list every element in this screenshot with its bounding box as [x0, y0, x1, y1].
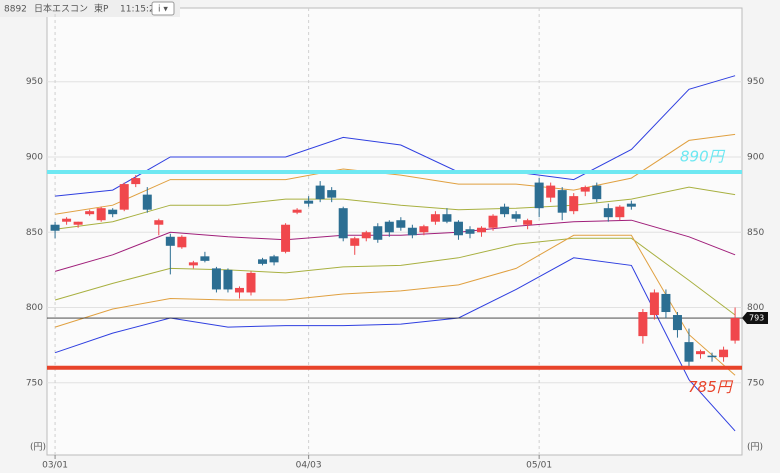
candle-body [188, 262, 198, 266]
candle-body [315, 185, 325, 200]
y-unit-right: (円) [747, 442, 763, 453]
candle-body [384, 221, 394, 233]
stock-code: 8892 [4, 5, 27, 15]
candle-body [696, 351, 706, 355]
stock-name: 日本エスコン [34, 3, 88, 15]
candle-body [281, 224, 291, 252]
bollinger-band [54, 219, 736, 272]
y-tick-label: 950 [26, 77, 43, 87]
candle-body [719, 349, 729, 358]
x-tick-label: 04/03 [296, 461, 322, 471]
bollinger-band [54, 234, 736, 376]
candle-body [50, 224, 60, 231]
candle-body [211, 268, 221, 290]
candle-body [580, 187, 590, 192]
menu-button[interactable] [151, 1, 175, 16]
y-tick-label: 800 [747, 303, 764, 313]
annotation: 785円 [688, 378, 734, 396]
candle-body [292, 209, 302, 213]
candle-body [246, 272, 256, 293]
candle-body [730, 318, 740, 341]
y-tick-label: 750 [747, 378, 764, 388]
candle-body [592, 185, 602, 200]
candle-body [684, 342, 694, 362]
candle-body [626, 203, 636, 207]
candle-body [200, 256, 210, 261]
candle-body [269, 256, 279, 263]
candle-body [511, 214, 521, 219]
last-price-label: 793 [749, 314, 764, 323]
candle-body [304, 200, 314, 204]
annotation: 890円 [680, 148, 726, 166]
plot-area [46, 7, 743, 456]
bollinger-band [55, 75, 736, 197]
candle-body [603, 208, 613, 218]
candle-body [142, 194, 152, 210]
candle-body [396, 220, 406, 228]
y-unit-left: (円) [30, 442, 46, 453]
candle-body [661, 293, 671, 313]
candle-body [338, 208, 348, 239]
candle-body [546, 185, 556, 198]
candle-body [73, 221, 83, 225]
candle-body [177, 236, 187, 248]
candle-body [361, 232, 371, 239]
menu-button-label[interactable]: i ▾ [158, 5, 168, 15]
candle-body [477, 227, 487, 233]
bollinger-band [55, 133, 736, 215]
candle-body [672, 315, 682, 331]
candle-body [165, 236, 175, 246]
time: 11:15:26 [120, 5, 161, 15]
x-tick-label: 03/01 [42, 461, 68, 471]
candle-body [96, 208, 106, 221]
candle-body [523, 220, 533, 225]
y-tick-label: 750 [26, 378, 43, 388]
bollinger-band [55, 186, 736, 230]
candle-body [453, 221, 463, 236]
candle-body [131, 178, 141, 185]
candle-body [62, 218, 72, 222]
candle-body [373, 226, 383, 240]
candle-body [500, 206, 510, 215]
candle-body [649, 292, 659, 316]
x-tick-label: 05/01 [526, 461, 552, 471]
candle-body [707, 355, 717, 358]
candle-body [327, 190, 337, 198]
candle-body [430, 214, 440, 222]
market: 東P [94, 3, 109, 15]
candle-body [442, 214, 452, 222]
candle-body [108, 209, 118, 215]
last-price-tag [742, 312, 768, 325]
candle-body [234, 287, 244, 293]
candle-body [488, 215, 498, 228]
candle-body [534, 182, 544, 209]
candle-body [557, 190, 567, 213]
candle-body [569, 196, 579, 212]
y-tick-label: 850 [747, 228, 764, 238]
candle-body [350, 238, 360, 246]
candle-body [85, 211, 95, 215]
y-tick-label: 800 [26, 303, 43, 313]
candle-body [154, 220, 164, 225]
candle-body [638, 312, 648, 337]
y-tick-label: 950 [747, 77, 764, 87]
candle-body [223, 269, 233, 290]
candle-body [407, 227, 417, 236]
candle-body [119, 184, 129, 210]
y-tick-label: 850 [26, 228, 43, 238]
header: 8892 日本エスコン 東P 11:15:26 i ▾ [0, 0, 180, 17]
y-tick-label: 900 [26, 153, 43, 163]
candle-body [258, 259, 268, 264]
candle-body [419, 226, 429, 233]
header-bar [0, 0, 180, 17]
candle-body [615, 206, 625, 218]
y-tick-label: 900 [747, 153, 764, 163]
candle-body [465, 229, 475, 234]
